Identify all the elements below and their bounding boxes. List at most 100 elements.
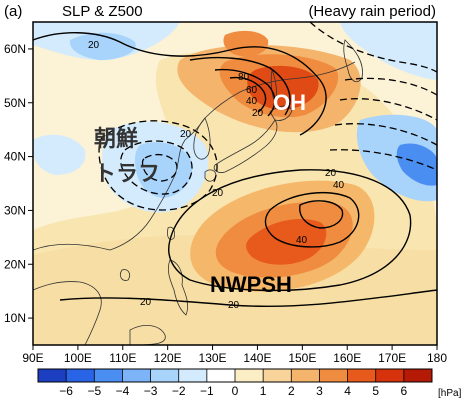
lat-tick-label: 60N (4, 42, 26, 56)
korea-peninsula (193, 117, 211, 160)
panel-title: SLP & Z500 (62, 3, 143, 20)
z500-contour-20-south (59, 289, 437, 308)
z500-contour-40-nwpsh (264, 192, 360, 248)
hainan (120, 269, 130, 281)
z500-contour-neg-korea-2 (120, 140, 193, 195)
colorbar (37, 368, 433, 383)
oh-anomaly-small (223, 30, 269, 57)
lat-tick-label: 30N (4, 203, 26, 217)
contour-label: 20 (325, 168, 337, 179)
latitude-axis: 10N 20N 30N 40N 50N 60N (4, 42, 33, 325)
colorbar-tick-label: 6 (401, 384, 408, 398)
z500-contour-neg-korea-1 (98, 120, 218, 211)
lat-tick-label: 10N (4, 311, 26, 325)
lon-tick-label: 170E (378, 351, 406, 365)
colorbar-segment (235, 369, 264, 382)
lon-tick-label: 160E (333, 351, 361, 365)
z500-contours-positive (33, 32, 437, 308)
lon-tick-label: 100E (64, 351, 92, 365)
contour-label: 20 (228, 300, 240, 311)
z500-contour-neg-northeast (309, 22, 437, 73)
z500-contour-neg-korea-3 (141, 153, 178, 182)
colorbar-segment (291, 369, 320, 382)
japan-honshu (213, 119, 278, 173)
z500-contour-40-nwpsh-inner (299, 200, 344, 229)
contour-label: 20 (180, 129, 192, 140)
nwpsh-label: NWPSH (210, 272, 292, 297)
china-coast (33, 61, 356, 345)
map-frame (32, 21, 438, 346)
indochina (33, 281, 102, 345)
z500-contour-40-oh (189, 56, 291, 116)
colorbar-segment (263, 369, 292, 382)
z500-contour-20-north (33, 32, 327, 136)
colorbar-segment (178, 369, 208, 382)
colorbar-tick-label: 2 (288, 384, 295, 398)
colorbar-tick-label: 3 (316, 384, 323, 398)
z500-contour-neg-east-3 (329, 149, 437, 171)
map-panel: 20 20 80 60 40 20 20 20 40 40 20 20 OH 朝… (33, 22, 437, 345)
colorbar-segment (403, 369, 433, 382)
lat-tick-label: 40N (4, 150, 26, 164)
lon-tick-label: 130E (199, 351, 227, 365)
lon-tick-label: 90E (22, 351, 43, 365)
negative-anomaly-west (33, 134, 86, 175)
colorbar-segment (94, 369, 123, 382)
colorbar-tick-label: −6 (59, 384, 73, 398)
negative-anomaly-east-core (396, 143, 437, 186)
colorbar-segment (150, 369, 180, 382)
kamchatka (343, 39, 363, 83)
nwpsh-anomaly-core (246, 218, 327, 265)
z500-contour-80-oh (229, 76, 267, 113)
colorbar-tick-label: −2 (172, 384, 186, 398)
contour-label: 60 (246, 85, 258, 96)
colorbar-tick-label: −3 (144, 384, 158, 398)
lat-tick-label: 50N (4, 96, 26, 110)
lon-tick-label: 110E (109, 351, 136, 365)
colorbar-tick-label: −1 (200, 384, 214, 398)
oh-label: OH (273, 90, 306, 115)
negative-anomaly-northwest-2 (69, 32, 136, 60)
contour-label: 40 (246, 96, 258, 107)
colorbar-tick-label: 1 (260, 384, 267, 398)
panel-label: (a) (4, 3, 22, 20)
contour-label: 20 (88, 40, 100, 51)
contour-label: 40 (333, 180, 345, 191)
colorbar-tick-label: 4 (344, 384, 351, 398)
z500-contour-neg-east-1 (339, 98, 437, 121)
lon-tick-label: 150E (288, 351, 316, 365)
colorbar-tick-label: 0 (232, 384, 239, 398)
z500-contour-20-nwpsh-outer (168, 169, 412, 292)
colorbar-ticks: −6 −5 −4 −3 −2 −1 0 1 2 3 4 5 6 (59, 369, 408, 398)
colorbar-segment (38, 369, 67, 382)
colorbar-segment (66, 369, 95, 382)
colorbar-segment (122, 369, 151, 382)
z500-contour-neg-east-2 (334, 123, 437, 146)
longitude-axis: 90E 100E 110E 120E 130E 140E 150E 160E 170E 180 (22, 345, 447, 365)
lon-tick-label: 140E (243, 351, 271, 365)
contour-label: 40 (296, 235, 308, 246)
lat-tick-label: 20N (4, 257, 26, 271)
contour-labels: 20 20 80 60 40 20 20 20 40 40 20 20 (88, 40, 345, 311)
korea-trough-label-line1: 朝鮮 (94, 126, 138, 151)
colorbar-tick-label: −5 (87, 384, 101, 398)
lon-tick-label: 120E (154, 351, 182, 365)
taiwan (167, 226, 175, 240)
japan-hokkaido (269, 105, 293, 121)
z500-contour-60-oh (214, 68, 276, 117)
colorbar-segment (347, 369, 377, 382)
contour-label: 20 (140, 297, 152, 308)
colorbar-segment (206, 369, 236, 382)
colorbar-unit: [hPa] (438, 388, 462, 399)
lon-tick-label: 180 (427, 351, 447, 365)
colorbar-segment (375, 369, 405, 382)
colorbar-tick-label: −4 (116, 384, 130, 398)
contour-label: 80 (238, 72, 250, 83)
negative-anomaly-northeast (340, 22, 437, 80)
z500-contours-negative (98, 22, 437, 211)
contour-label: 20 (252, 108, 264, 119)
period-label: (Heavy rain period) (308, 3, 436, 20)
colorbar-tick-label: 5 (372, 384, 379, 398)
colorbar-segment (319, 369, 348, 382)
